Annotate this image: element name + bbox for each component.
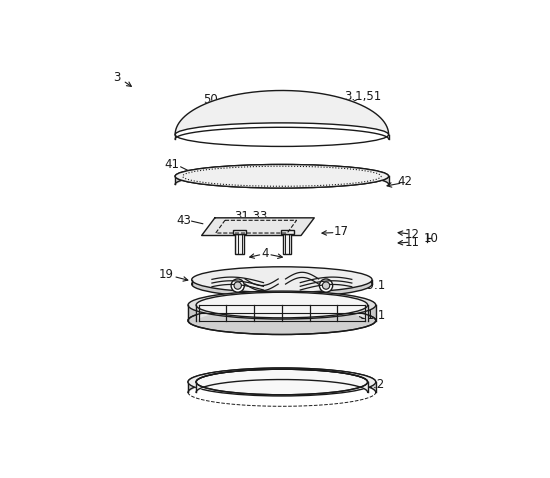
Text: 17: 17 xyxy=(333,225,348,238)
Bar xyxy=(281,230,294,234)
Text: 11.2: 11.2 xyxy=(359,378,385,391)
Bar xyxy=(283,234,292,254)
Ellipse shape xyxy=(188,306,376,335)
Text: 31,33: 31,33 xyxy=(234,210,267,223)
Text: 3: 3 xyxy=(113,71,120,84)
Text: 42: 42 xyxy=(398,175,412,188)
Text: 12: 12 xyxy=(405,228,420,240)
Text: 11.1: 11.1 xyxy=(360,308,386,322)
Text: 19.1: 19.1 xyxy=(360,279,386,292)
Circle shape xyxy=(234,282,241,289)
Bar xyxy=(233,230,246,234)
Polygon shape xyxy=(202,218,314,236)
Ellipse shape xyxy=(188,291,376,319)
Text: 19: 19 xyxy=(158,268,173,281)
Text: 50: 50 xyxy=(203,93,217,106)
Circle shape xyxy=(322,282,329,289)
Ellipse shape xyxy=(175,164,389,188)
Text: 10: 10 xyxy=(424,231,438,245)
Text: 41: 41 xyxy=(164,158,179,171)
Ellipse shape xyxy=(196,292,367,318)
Text: 43: 43 xyxy=(176,214,191,227)
Polygon shape xyxy=(175,90,389,135)
Bar xyxy=(235,234,244,254)
Circle shape xyxy=(231,279,244,292)
Text: 4: 4 xyxy=(262,247,269,260)
Ellipse shape xyxy=(192,267,372,293)
Text: 11: 11 xyxy=(405,236,420,249)
Circle shape xyxy=(320,279,333,292)
Ellipse shape xyxy=(192,271,372,297)
Ellipse shape xyxy=(196,369,367,395)
Ellipse shape xyxy=(188,368,376,396)
Text: 3.1,51: 3.1,51 xyxy=(344,90,382,103)
